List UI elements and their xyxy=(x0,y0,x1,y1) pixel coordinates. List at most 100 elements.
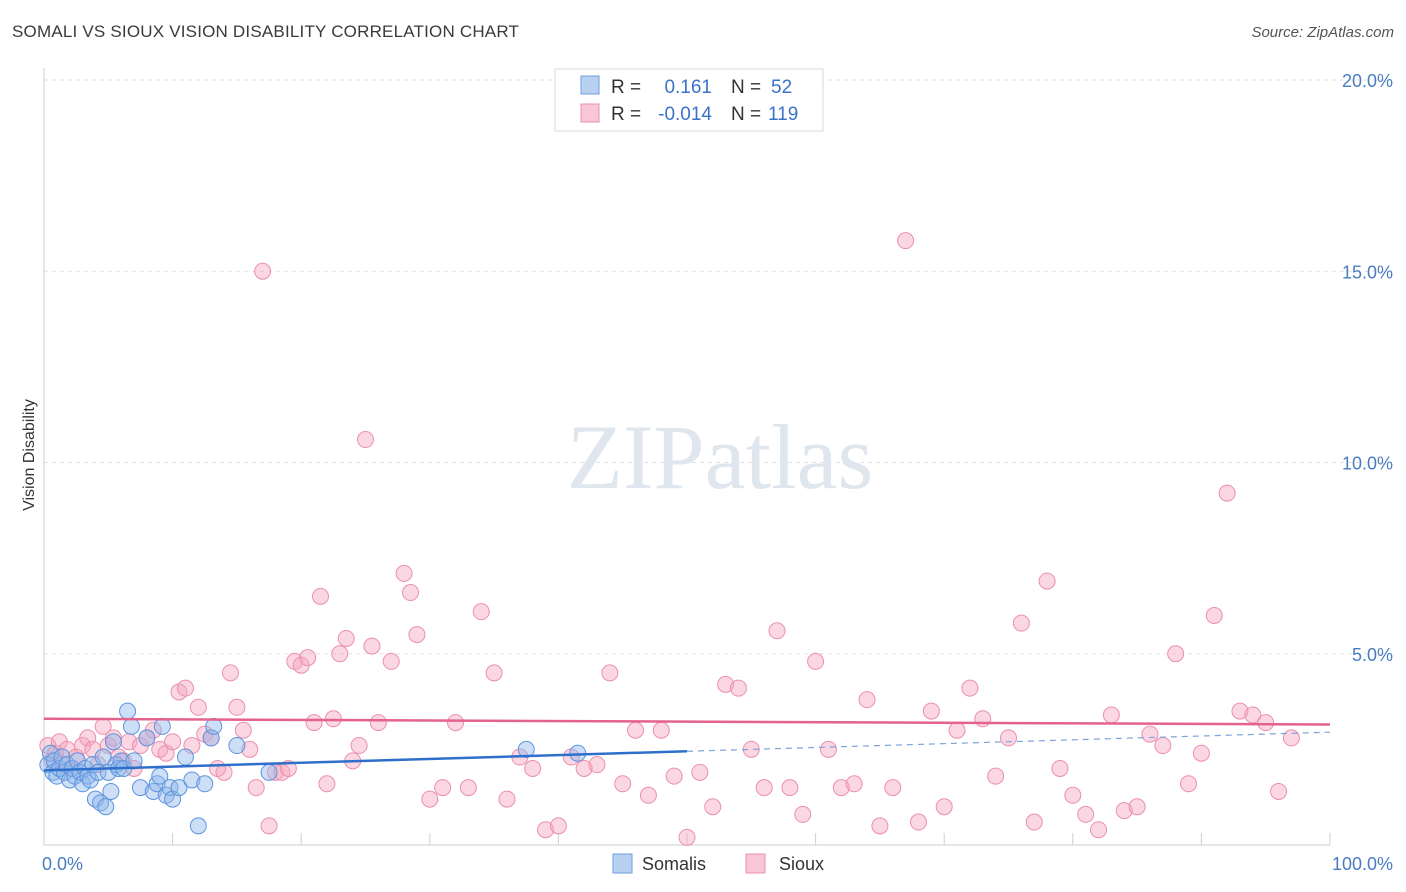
legend-r-value-2: -0.014 xyxy=(658,104,712,125)
sioux-point-65 xyxy=(472,603,490,621)
sioux-point-37 xyxy=(247,779,265,797)
sioux-point-110 xyxy=(1051,760,1069,777)
sioux-point-102 xyxy=(948,721,966,739)
x-tick-label-0: 0.0% xyxy=(42,854,83,874)
legend-box: R = 0.161 N = 52 R = -0.014 N = 119 xyxy=(554,68,824,132)
sioux-point-36 xyxy=(241,740,259,758)
somalis-point-44 xyxy=(176,748,194,766)
y-tick-label-0: 5.0% xyxy=(1352,645,1393,665)
sioux-point-60 xyxy=(408,626,426,644)
somalis-point-36 xyxy=(144,782,162,800)
sioux-point-32 xyxy=(215,763,233,781)
sioux-point-123 xyxy=(1218,484,1236,502)
sioux-point-56 xyxy=(369,714,387,732)
sioux-point-84 xyxy=(717,675,735,693)
sioux-point-92 xyxy=(819,740,837,758)
sioux-point-108 xyxy=(1025,813,1043,831)
sioux-point-28 xyxy=(189,698,207,716)
x-tick-labels: 0.0% 100.0% xyxy=(42,854,1393,874)
sioux-point-63 xyxy=(447,714,465,732)
sioux-point-104 xyxy=(974,710,992,728)
sioux-point-97 xyxy=(884,779,902,797)
sioux-point-74 xyxy=(588,756,606,774)
sioux-point-83 xyxy=(704,798,722,816)
sioux-point-67 xyxy=(498,790,516,808)
sioux-point-127 xyxy=(1270,782,1288,800)
somalis-point-35 xyxy=(138,729,156,747)
sioux-point-57 xyxy=(382,652,400,670)
sioux-point-71 xyxy=(549,817,567,835)
somalis-point-45 xyxy=(183,771,201,789)
sioux-point-93 xyxy=(832,779,850,797)
sioux-point-109 xyxy=(1038,572,1056,590)
sioux-point-121 xyxy=(1192,744,1210,762)
sioux-point-96 xyxy=(871,817,889,835)
sioux-point-126 xyxy=(1257,714,1275,732)
sioux-point-46 xyxy=(305,714,323,732)
sioux-point-116 xyxy=(1128,798,1146,816)
somalis-point-25 xyxy=(102,782,120,800)
sioux-point-91 xyxy=(807,652,825,670)
sioux-point-88 xyxy=(768,622,786,640)
sioux-trend-line xyxy=(43,717,1331,726)
somalis-point-23 xyxy=(97,798,115,816)
sioux-point-70 xyxy=(537,821,555,839)
grid-lines xyxy=(44,79,1392,655)
source-label: Source: ZipAtlas.com xyxy=(1251,24,1394,41)
trend-lines xyxy=(43,717,1331,772)
y-tick-label-1: 10.0% xyxy=(1342,454,1393,474)
y-axis-label: Vision Disability xyxy=(21,399,38,511)
legend-r-value-1: 0.161 xyxy=(664,77,712,98)
sioux-point-80 xyxy=(665,767,683,785)
sioux-point-118 xyxy=(1154,737,1172,755)
somalis-point-50 xyxy=(228,737,246,755)
sioux-point-99 xyxy=(909,813,927,831)
sioux-point-115 xyxy=(1115,802,1133,820)
sioux-point-101 xyxy=(935,798,953,816)
sioux-point-78 xyxy=(639,786,657,804)
somalis-point-49 xyxy=(205,717,223,735)
sioux-point-85 xyxy=(729,679,747,697)
sioux-point-95 xyxy=(858,691,876,709)
somalis-point-47 xyxy=(196,775,214,793)
sioux-point-114 xyxy=(1102,706,1120,724)
sioux-point-112 xyxy=(1077,805,1095,823)
somalis-point-26 xyxy=(104,733,122,751)
sioux-point-59 xyxy=(402,584,420,602)
sioux-point-98 xyxy=(897,232,915,250)
sioux-point-49 xyxy=(324,710,342,728)
sioux-point-90 xyxy=(794,805,812,823)
y-tick-label-2: 15.0% xyxy=(1342,262,1393,282)
sioux-point-107 xyxy=(1012,614,1030,632)
sioux-point-61 xyxy=(421,790,439,808)
sioux-point-38 xyxy=(254,262,272,280)
sioux-point-89 xyxy=(781,779,799,797)
somalis-point-39 xyxy=(153,717,171,735)
sioux-point-106 xyxy=(1000,729,1017,747)
sioux-point-58 xyxy=(395,564,413,582)
somalis-point-34 xyxy=(131,779,149,797)
sioux-point-69 xyxy=(524,760,542,777)
bottom-legend: Somalis Sioux xyxy=(612,853,824,874)
somalis-trend-projection xyxy=(686,731,1331,752)
sioux-point-77 xyxy=(627,721,645,739)
sioux-point-79 xyxy=(652,721,670,739)
sioux-point-35 xyxy=(234,721,252,739)
sioux-point-62 xyxy=(434,779,452,797)
legend-r-label-2: R = xyxy=(611,104,641,125)
sioux-point-128 xyxy=(1282,729,1300,747)
legend-swatch-sioux xyxy=(580,103,600,123)
sioux-point-105 xyxy=(987,767,1005,785)
somalis-point-51 xyxy=(260,763,278,781)
sioux-point-47 xyxy=(311,587,329,605)
scatter-points xyxy=(39,232,1300,846)
sioux-point-94 xyxy=(845,775,863,793)
legend-n-value-2: 119 xyxy=(768,104,798,125)
sioux-point-39 xyxy=(260,817,278,835)
sioux-point-24 xyxy=(164,733,182,751)
legend-swatch-somalis xyxy=(580,75,600,95)
y-tick-labels: 5.0% 10.0% 15.0% 20.0% xyxy=(1342,71,1393,665)
legend-n-value-1: 52 xyxy=(771,77,792,98)
sioux-point-66 xyxy=(485,664,503,682)
sioux-point-64 xyxy=(459,779,477,797)
